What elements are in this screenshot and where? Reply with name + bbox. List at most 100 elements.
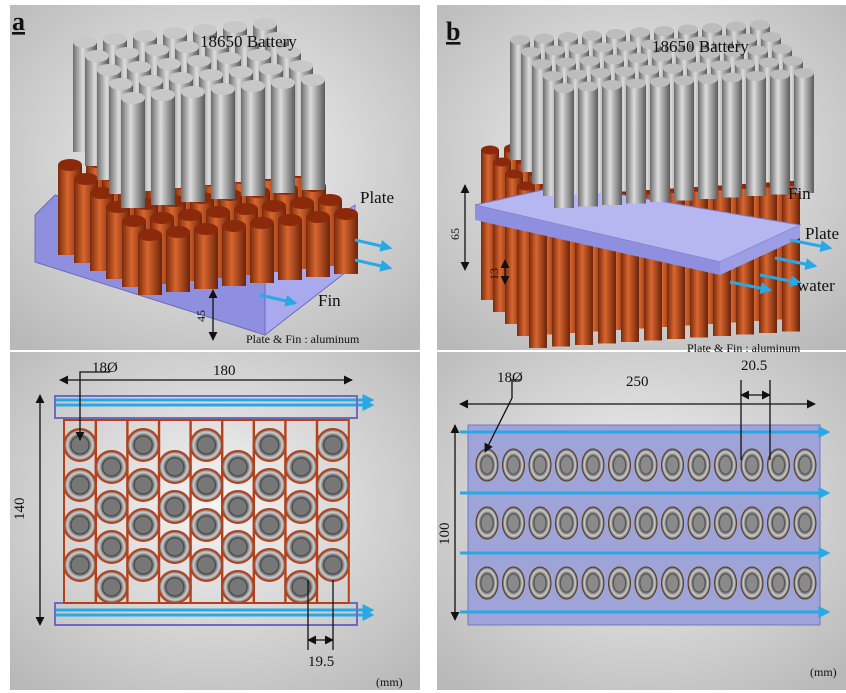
cell-core bbox=[229, 538, 247, 556]
cell-core bbox=[71, 476, 89, 494]
cylinder-top bbox=[157, 58, 181, 70]
cylinder-top bbox=[138, 229, 162, 241]
cylinder-top bbox=[253, 18, 277, 30]
cylinder-top bbox=[698, 74, 718, 84]
cylinder bbox=[306, 217, 330, 277]
cylinder-top bbox=[582, 31, 602, 41]
cylinder bbox=[241, 86, 265, 196]
cell-core bbox=[481, 514, 493, 532]
cylinder-top bbox=[654, 26, 674, 36]
cell-core bbox=[166, 538, 184, 556]
cell-core bbox=[134, 556, 152, 574]
cylinder bbox=[166, 232, 190, 292]
cylinder-top bbox=[145, 44, 169, 56]
cylinder-top bbox=[115, 47, 139, 59]
cylinder-top bbox=[678, 25, 698, 35]
cylinder-top bbox=[674, 76, 694, 86]
cell-core bbox=[561, 514, 573, 532]
cylinder bbox=[650, 82, 670, 202]
cell-core bbox=[640, 456, 652, 474]
plate-label: Plate bbox=[360, 188, 394, 207]
dim-label: 250 bbox=[626, 374, 649, 390]
cylinder-top bbox=[259, 63, 283, 75]
cylinder bbox=[554, 88, 574, 208]
cylinder bbox=[759, 183, 777, 333]
dim-label: 18Ø bbox=[497, 370, 523, 386]
cylinder-top bbox=[166, 226, 190, 238]
cylinder-top bbox=[151, 89, 175, 101]
cell-core bbox=[71, 516, 89, 534]
cylinder-top bbox=[556, 58, 576, 68]
cylinder-top bbox=[770, 70, 790, 80]
cylinder bbox=[181, 92, 205, 202]
cylinder-top bbox=[510, 35, 530, 45]
cylinder bbox=[151, 95, 175, 205]
cell-core bbox=[197, 556, 215, 574]
cell-core bbox=[197, 516, 215, 534]
cell-core bbox=[197, 436, 215, 454]
cylinder-top bbox=[593, 43, 613, 53]
cylinder-top bbox=[199, 69, 223, 81]
cell-core bbox=[534, 514, 546, 532]
dim-label: 13 bbox=[487, 268, 501, 280]
cylinder-top bbox=[133, 30, 157, 42]
cell-core bbox=[324, 436, 342, 454]
cylinder-top bbox=[783, 56, 803, 66]
cylinder-top bbox=[481, 146, 499, 155]
cylinder-top bbox=[58, 159, 82, 171]
cylinder bbox=[278, 220, 302, 280]
cell-core bbox=[773, 574, 785, 592]
cylinder-top bbox=[181, 86, 205, 98]
dim-label: 19.5 bbox=[308, 654, 334, 670]
cylinder-top bbox=[545, 46, 565, 56]
cell-core bbox=[799, 574, 811, 592]
material-label: Plate & Fin : aluminum bbox=[246, 332, 360, 346]
cylinder bbox=[271, 83, 295, 193]
cylinder-top bbox=[639, 65, 659, 75]
cylinder bbox=[782, 182, 800, 332]
cylinder-top bbox=[532, 59, 552, 69]
cylinder bbox=[121, 98, 145, 208]
cylinder-top bbox=[103, 33, 127, 45]
cell-core bbox=[534, 456, 546, 474]
cell-core bbox=[773, 456, 785, 474]
cell-core bbox=[693, 514, 705, 532]
cylinder-top bbox=[615, 67, 635, 77]
cell-core bbox=[799, 514, 811, 532]
cell-core bbox=[720, 574, 732, 592]
cylinder bbox=[138, 235, 162, 295]
cell-core bbox=[720, 514, 732, 532]
cylinder bbox=[746, 76, 766, 196]
cell-core bbox=[640, 514, 652, 532]
cell-core bbox=[292, 538, 310, 556]
cylinder-top bbox=[306, 211, 330, 223]
cylinder-top bbox=[521, 47, 541, 57]
cylinder-top bbox=[569, 44, 589, 54]
dim-label: 100 bbox=[437, 523, 453, 546]
cell-core bbox=[103, 458, 121, 476]
cylinder-top bbox=[169, 72, 193, 84]
cell-core bbox=[667, 456, 679, 474]
cylinder-top bbox=[505, 170, 523, 179]
cylinder-top bbox=[628, 53, 648, 63]
cell-core bbox=[166, 578, 184, 596]
cylinder-top bbox=[318, 194, 342, 206]
cell-core bbox=[134, 476, 152, 494]
cylinder-top bbox=[650, 77, 670, 87]
cell-core bbox=[229, 498, 247, 516]
cell-core bbox=[134, 516, 152, 534]
cylinder-top bbox=[711, 61, 731, 71]
dim-label: 65 bbox=[448, 228, 462, 240]
panel-label: b bbox=[446, 17, 460, 46]
unit-label: (mm) bbox=[376, 675, 403, 689]
cell-core bbox=[324, 476, 342, 494]
cell-core bbox=[261, 556, 279, 574]
cylinder-top bbox=[534, 34, 554, 44]
cell-core bbox=[134, 436, 152, 454]
cell-core bbox=[508, 456, 520, 474]
cell-core bbox=[799, 456, 811, 474]
cylinder bbox=[211, 89, 235, 199]
cylinder bbox=[794, 73, 814, 193]
cylinder bbox=[301, 80, 325, 190]
battery-label: 18650 Battery bbox=[652, 37, 749, 56]
